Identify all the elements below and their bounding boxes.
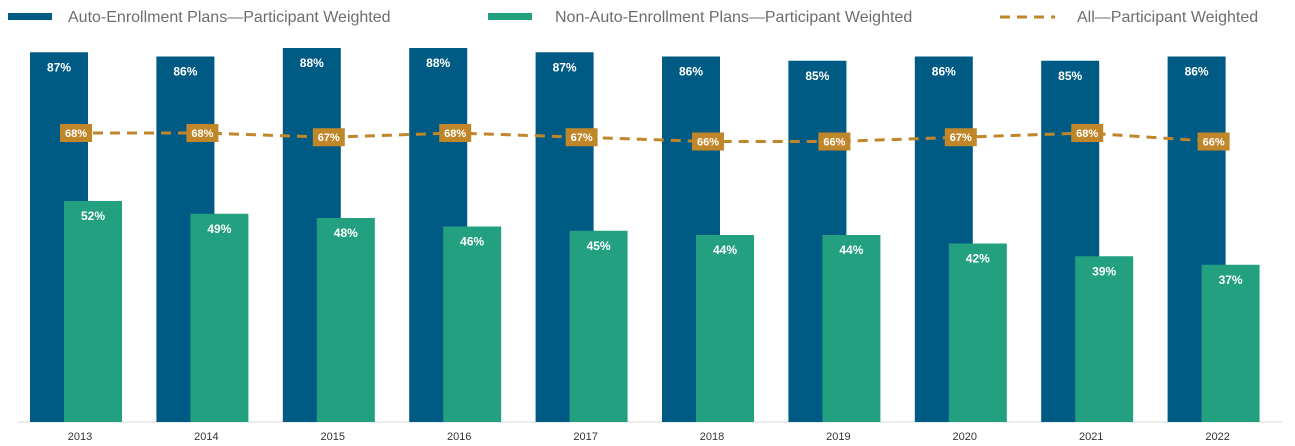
data-label: 42% (966, 252, 990, 266)
data-label: 86% (932, 65, 956, 79)
data-label-box (944, 128, 977, 147)
bar (443, 226, 502, 422)
x-tick-label: 2020 (953, 431, 977, 443)
x-tick-label: 2018 (700, 431, 724, 443)
data-label: 37% (1219, 273, 1243, 287)
data-label: 66% (823, 136, 845, 148)
bar (696, 235, 754, 422)
data-label: 87% (553, 60, 577, 74)
data-label: 39% (1092, 264, 1116, 278)
legend-label: All—Participant Weighted (1077, 9, 1258, 26)
data-label: 66% (697, 136, 719, 148)
data-label: 46% (460, 235, 484, 249)
legend-label: Non-Auto-Enrollment Plans—Participant We… (555, 9, 912, 26)
data-label-box (692, 132, 724, 151)
data-label: 85% (1058, 69, 1082, 83)
data-label: 49% (207, 222, 231, 236)
data-label-box (1197, 132, 1230, 151)
bar (569, 230, 628, 422)
legend-label: Auto-Enrollment Plans—Participant Weight… (68, 9, 391, 26)
bar (64, 201, 122, 422)
data-label-box (186, 124, 219, 142)
bar (1075, 256, 1134, 422)
data-label: 67% (571, 132, 593, 144)
legend-swatch (488, 13, 532, 20)
data-label: 67% (318, 132, 340, 144)
data-label: 68% (65, 128, 87, 140)
data-label-box (1071, 124, 1104, 142)
x-tick-label: 2019 (826, 431, 850, 443)
data-label: 88% (300, 56, 324, 70)
data-label-box (312, 128, 345, 147)
data-label: 52% (81, 209, 105, 223)
x-tick-label: 2021 (1079, 431, 1103, 443)
data-label: 44% (713, 243, 737, 257)
data-label: 86% (173, 65, 197, 79)
data-label: 68% (1076, 128, 1098, 140)
x-tick-label: 2017 (573, 431, 597, 443)
data-label-box (439, 124, 472, 142)
bar (190, 213, 249, 422)
line (76, 131, 1214, 143)
data-label: 86% (1185, 65, 1209, 79)
data-label-box (818, 132, 851, 151)
data-label: 86% (679, 65, 703, 79)
data-label: 45% (587, 239, 611, 253)
data-label: 88% (426, 56, 450, 70)
data-label-box (60, 124, 92, 142)
data-label: 68% (444, 128, 466, 140)
data-label: 68% (191, 128, 213, 140)
x-tick-label: 2013 (68, 431, 92, 443)
bar (316, 218, 375, 422)
bar (1201, 264, 1260, 422)
bar (822, 235, 881, 422)
data-label: 67% (950, 132, 972, 144)
x-tick-label: 2014 (194, 431, 218, 443)
data-label: 85% (805, 69, 829, 83)
x-tick-label: 2016 (447, 431, 471, 443)
data-label: 66% (1203, 136, 1225, 148)
x-tick-label: 2015 (321, 431, 345, 443)
data-label-box (565, 128, 598, 147)
data-label: 48% (334, 226, 358, 240)
data-label: 87% (47, 60, 71, 74)
bar (948, 243, 1007, 422)
legend-swatch (8, 13, 52, 20)
data-label: 44% (839, 243, 863, 257)
x-tick-label: 2022 (1205, 431, 1229, 443)
